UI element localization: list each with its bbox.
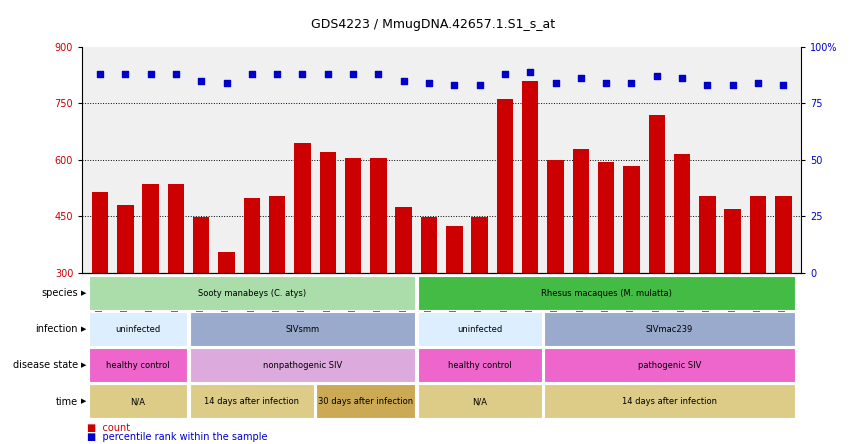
Text: time: time bbox=[55, 396, 78, 407]
Point bbox=[422, 79, 436, 87]
Text: N/A: N/A bbox=[472, 397, 487, 406]
Point bbox=[270, 70, 284, 77]
Bar bbox=[142, 184, 158, 386]
Bar bbox=[193, 217, 210, 386]
Bar bbox=[294, 143, 311, 386]
Text: infection: infection bbox=[36, 325, 78, 334]
Point bbox=[701, 82, 714, 89]
Bar bbox=[497, 99, 514, 386]
Bar bbox=[446, 226, 462, 386]
Bar bbox=[117, 205, 133, 386]
Bar bbox=[218, 252, 235, 386]
Text: disease state: disease state bbox=[13, 361, 78, 370]
Point bbox=[320, 70, 334, 77]
Point bbox=[346, 70, 360, 77]
Point bbox=[119, 70, 132, 77]
Point bbox=[295, 70, 309, 77]
Point bbox=[220, 79, 234, 87]
Point bbox=[245, 70, 259, 77]
Bar bbox=[775, 196, 792, 386]
Bar bbox=[725, 209, 741, 386]
Bar bbox=[624, 166, 640, 386]
Bar bbox=[269, 196, 286, 386]
Bar bbox=[572, 148, 589, 386]
Bar bbox=[243, 198, 260, 386]
Text: ▶: ▶ bbox=[81, 326, 87, 333]
Bar bbox=[674, 154, 690, 386]
Bar bbox=[598, 162, 614, 386]
Point bbox=[372, 70, 385, 77]
Text: GDS4223 / MmugDNA.42657.1.S1_s_at: GDS4223 / MmugDNA.42657.1.S1_s_at bbox=[311, 18, 555, 31]
Point bbox=[448, 82, 462, 89]
Point bbox=[624, 79, 638, 87]
Point bbox=[523, 68, 537, 75]
Bar bbox=[168, 184, 184, 386]
Point bbox=[726, 82, 740, 89]
Point bbox=[751, 79, 765, 87]
Text: pathogenic SIV: pathogenic SIV bbox=[637, 361, 701, 370]
Text: healthy control: healthy control bbox=[107, 361, 170, 370]
Text: ▶: ▶ bbox=[81, 362, 87, 369]
Bar bbox=[750, 196, 766, 386]
Bar bbox=[370, 158, 386, 386]
Bar bbox=[421, 217, 437, 386]
Bar bbox=[471, 217, 488, 386]
Point bbox=[397, 77, 410, 84]
Text: 14 days after infection: 14 days after infection bbox=[622, 397, 717, 406]
Bar bbox=[396, 207, 412, 386]
Point bbox=[93, 70, 107, 77]
Point bbox=[650, 72, 663, 79]
Point bbox=[599, 79, 613, 87]
Text: Rhesus macaques (M. mulatta): Rhesus macaques (M. mulatta) bbox=[540, 289, 672, 298]
Text: ■  percentile rank within the sample: ■ percentile rank within the sample bbox=[87, 432, 267, 443]
Text: nonpathogenic SIV: nonpathogenic SIV bbox=[263, 361, 342, 370]
Text: SIVmac239: SIVmac239 bbox=[646, 325, 693, 334]
Text: healthy control: healthy control bbox=[448, 361, 512, 370]
Text: SIVsmm: SIVsmm bbox=[286, 325, 320, 334]
Point bbox=[549, 79, 563, 87]
Text: Sooty manabeys (C. atys): Sooty manabeys (C. atys) bbox=[197, 289, 306, 298]
Bar bbox=[649, 115, 665, 386]
Bar bbox=[345, 158, 361, 386]
Bar bbox=[699, 196, 715, 386]
Text: species: species bbox=[42, 288, 78, 298]
Text: 30 days after infection: 30 days after infection bbox=[318, 397, 413, 406]
Text: ■  count: ■ count bbox=[87, 423, 130, 433]
Point bbox=[169, 70, 183, 77]
Bar bbox=[320, 152, 336, 386]
Point bbox=[498, 70, 512, 77]
Point bbox=[473, 82, 487, 89]
Point bbox=[194, 77, 208, 84]
Text: N/A: N/A bbox=[131, 397, 145, 406]
Text: uninfected: uninfected bbox=[115, 325, 160, 334]
Text: 14 days after infection: 14 days after infection bbox=[204, 397, 300, 406]
Text: ▶: ▶ bbox=[81, 399, 87, 404]
Text: ▶: ▶ bbox=[81, 290, 87, 296]
Point bbox=[777, 82, 791, 89]
Bar bbox=[92, 192, 108, 386]
Bar bbox=[522, 80, 539, 386]
Point bbox=[574, 75, 588, 82]
Bar bbox=[547, 160, 564, 386]
Point bbox=[144, 70, 158, 77]
Text: uninfected: uninfected bbox=[457, 325, 502, 334]
Point bbox=[675, 75, 689, 82]
